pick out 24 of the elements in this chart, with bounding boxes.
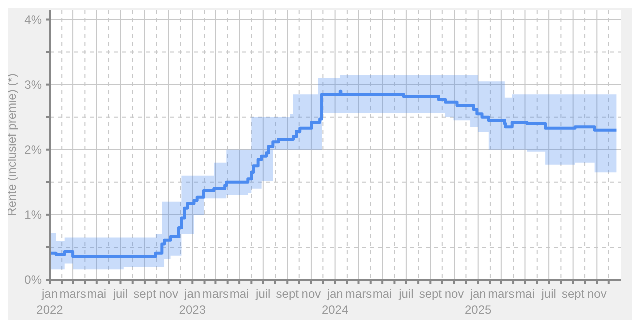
x-tick-label: sept — [562, 287, 586, 301]
x-tick-label: sept — [276, 287, 300, 301]
x-tick-label: juil — [255, 287, 271, 301]
x-tick-label: sept — [134, 287, 157, 301]
x-tick-label: mars — [60, 287, 86, 301]
x-tick-label: nov — [587, 287, 607, 301]
x-tick-label: mars — [488, 287, 515, 301]
y-tick-label: 4% — [24, 12, 42, 27]
x-tick-label: mai — [230, 287, 250, 301]
x-tick-label: mai — [372, 287, 392, 301]
x-tick-label: juil — [398, 287, 414, 301]
x-tick-label: sept — [419, 287, 443, 301]
y-tick-label: 0% — [24, 273, 42, 287]
x-tick-label: juil — [540, 287, 556, 301]
y-tick-label: 2% — [24, 142, 42, 157]
x-tick-label: nov — [302, 287, 322, 301]
x-tick-label: mai — [516, 287, 535, 301]
y-tick-label: 1% — [24, 208, 42, 222]
x-tick-label: juil — [112, 287, 128, 301]
y-tick-label: 3% — [24, 78, 42, 92]
x-tick-label: mai — [87, 287, 107, 301]
x-tick-label: mars — [202, 287, 230, 301]
x-tick-label: nov — [444, 287, 464, 301]
x-tick-label: nov — [159, 287, 178, 301]
